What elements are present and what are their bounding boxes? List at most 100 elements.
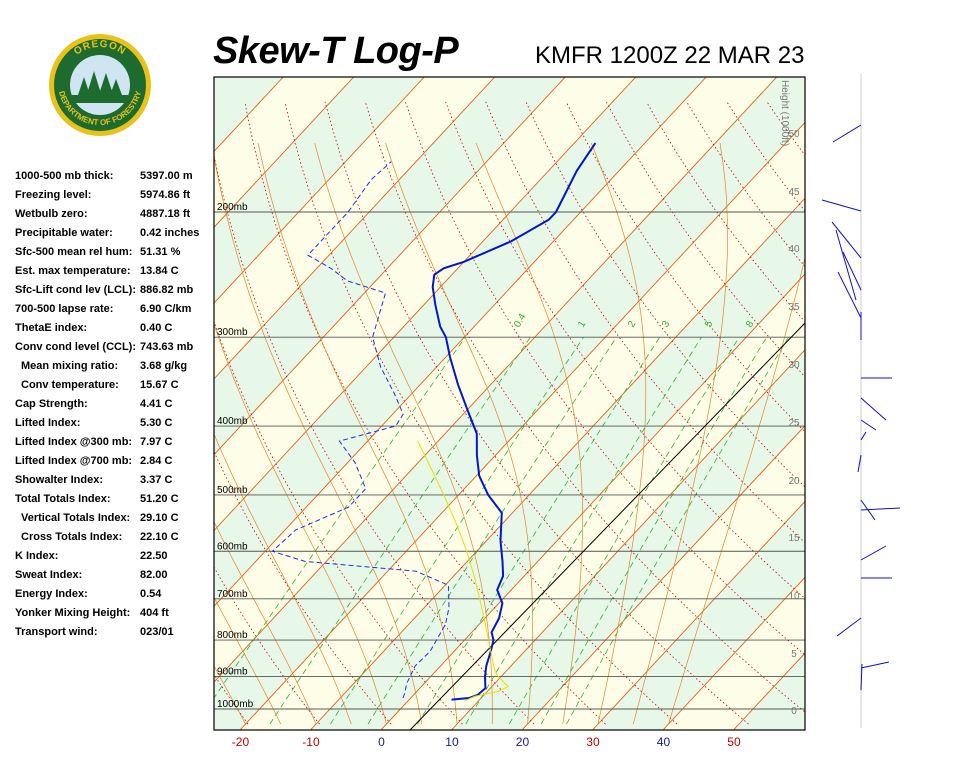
isotherm-line (214, 77, 425, 304)
index-row: Sfc-500 mean rel hum: 51.31 % (15, 243, 210, 262)
index-value: 5397.00 m (140, 170, 193, 182)
station-time-label: KMFR 1200Z 22 MAR 23 (535, 42, 805, 69)
wind-barb (860, 507, 901, 511)
index-label: Transport wind: (15, 626, 98, 638)
pressure-label: 800mb (217, 630, 248, 641)
wind-barb (857, 454, 862, 473)
index-row: Precipitable water: 0.42 inches (15, 224, 210, 243)
pressure-label: 200mb (217, 202, 248, 213)
moist-adiabat (214, 521, 317, 725)
index-label: Wetbulb zero: (15, 208, 88, 220)
temperature-tick-label: 50 (727, 735, 741, 749)
index-value: 7.97 C (140, 436, 173, 448)
dry-adiabat (847, 102, 960, 724)
mixing-ratio-line (465, 336, 702, 725)
isotherm-line (592, 500, 805, 730)
wind-barb (860, 545, 887, 561)
wind-barb (837, 271, 862, 319)
index-row: Vertical Totals Index: 29.10 C (15, 509, 210, 528)
wind-barb (860, 661, 890, 669)
moist-adiabat (214, 433, 352, 725)
index-value: 51.20 C (140, 493, 179, 505)
isotherm-line (214, 77, 637, 532)
index-row: Lifted Index: 5.30 C (15, 414, 210, 433)
height-tick-label: 35 (788, 302, 800, 313)
moist-adiabat (214, 154, 423, 725)
height-axis-label: Height (1000ft) (779, 80, 790, 146)
mixing-ratio-line (367, 336, 617, 725)
wind-barb (835, 229, 857, 301)
index-value: 29.10 C (140, 512, 179, 524)
temperature-tick-label: 40 (657, 735, 671, 749)
sounding-indices-panel: 1000-500 mb thick: 5397.00 m Freezing leve… (15, 167, 210, 642)
index-value: 22.50 (140, 550, 168, 562)
pressure-label: 400mb (217, 416, 248, 427)
index-label: 700-500 lapse rate: (15, 303, 114, 315)
temperature-tick-label: 0 (378, 735, 385, 749)
index-row: Mean mixing ratio: 3.68 g/kg (15, 357, 210, 376)
dry-adiabat (214, 566, 320, 725)
index-row: Sweat Index: 82.00 (15, 566, 210, 585)
index-label: Est. max temperature: (15, 265, 131, 277)
index-label: Conv cond level (CCL): (15, 341, 137, 353)
isotherm-line (662, 576, 805, 730)
moist-adiabat (385, 142, 533, 725)
wind-barb (836, 617, 862, 637)
moist-adiabat (632, 143, 728, 725)
isotherm-line (239, 121, 805, 730)
index-label: K Index: (15, 550, 59, 562)
wind-barb (860, 397, 887, 421)
pressure-label: 600mb (217, 541, 248, 552)
isotherm-line (214, 77, 566, 456)
index-value: 886.82 mb (140, 284, 194, 296)
index-row: Conv cond level (CCL): 743.63 mb (15, 338, 210, 357)
wind-profile (821, 74, 901, 728)
wind-barb (832, 124, 862, 143)
index-row: Cross Totals Index: 22.10 C (15, 528, 210, 547)
temperature-tick-label: -20 (232, 735, 250, 749)
temperature-tick-label: 20 (516, 735, 530, 749)
mixing-ratio-label: 5 (703, 319, 716, 330)
index-value: 404 ft (140, 607, 169, 619)
isotherm-line (214, 77, 707, 607)
index-row: Lifted Index @700 mb: 2.84 C (15, 452, 210, 471)
wind-barb (821, 199, 862, 212)
isotherm-line (803, 728, 805, 730)
wind-barb (860, 431, 867, 441)
dry-adiabat (214, 320, 463, 725)
dry-adiabat (324, 101, 749, 725)
isotherm-band (214, 77, 805, 730)
index-label: ThetaE index: (15, 322, 88, 334)
isotherm-line (380, 273, 805, 730)
temperature-tick-label: 30 (586, 735, 600, 749)
index-row: Freezing level: 5974.86 ft (15, 186, 210, 205)
temperature-tick-label: -10 (302, 735, 320, 749)
isotherm-line (310, 197, 805, 730)
mixing-ratio-line (508, 336, 740, 725)
index-row: Total Totals Index: 51.20 C (15, 490, 210, 509)
index-row: Est. max temperature: 13.84 C (15, 262, 210, 281)
plot-area: 200mb 300mb 400mb 500mb 600mb 700mb 800mb 900mb… (214, 77, 960, 730)
index-value: 023/01 (140, 626, 174, 638)
index-row: Showalter Index: 3.37 C (15, 471, 210, 490)
index-value: 51.31 % (140, 246, 181, 258)
isotherm-line (451, 349, 805, 730)
index-row: K Index: 22.50 (15, 547, 210, 566)
index-row: 700-500 lapse rate: 6.90 C/km (15, 300, 210, 319)
moist-adiabat (314, 143, 493, 725)
oregon-forestry-logo: OREGON DEPARTMENT OF FORESTRY (48, 33, 152, 137)
mixing-ratio-label: 8 (744, 319, 757, 330)
mixing-ratio-line (417, 336, 661, 725)
isotherm-line (214, 77, 355, 228)
height-tick-label: 50 (788, 129, 800, 140)
index-label: Sfc-500 mean rel hum: (15, 246, 133, 258)
wind-barb (842, 251, 862, 291)
index-label: Vertical Totals Index: (21, 512, 131, 524)
index-label: Sfc-Lift cond lev (LCL): (15, 284, 136, 296)
index-value: 3.37 C (140, 474, 173, 486)
pressure-label: 1000mb (217, 699, 254, 710)
index-label: Lifted Index @700 mb: (15, 455, 133, 467)
isotherm-line (521, 425, 805, 730)
index-label: Mean mixing ratio: (21, 360, 119, 372)
